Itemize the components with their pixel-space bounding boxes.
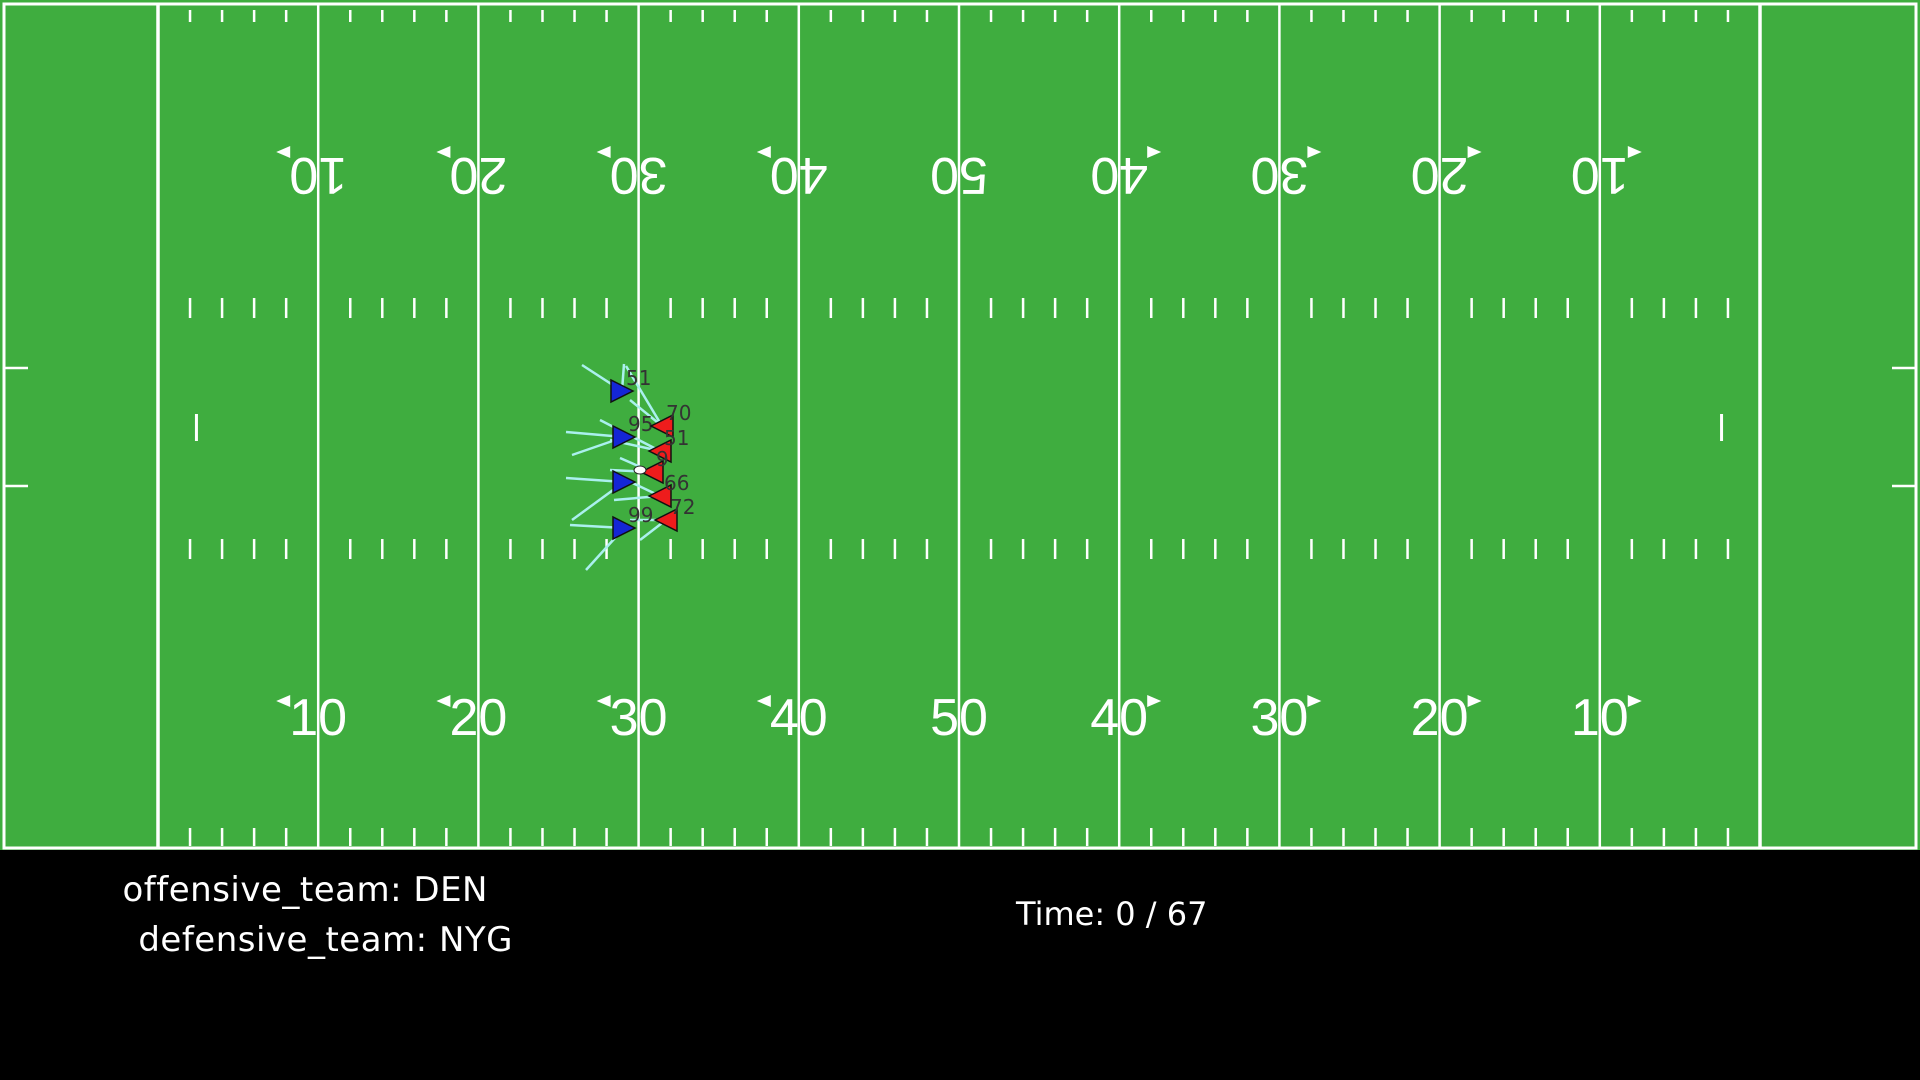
jersey-number: 66 (664, 471, 689, 495)
info-panel: offensive_team: DEN defensive_team: NYG … (0, 850, 1920, 1080)
direction-arrow (756, 146, 771, 158)
offense-player: 70 (649, 401, 691, 439)
direction-arrow (1467, 146, 1482, 158)
defense-player-marker (612, 515, 637, 541)
direction-arrow (1147, 146, 1162, 158)
yard-number-top: 20 (449, 146, 507, 204)
yard-lines (2, 2, 1918, 850)
offense-player: 72 (653, 495, 695, 533)
direction-arrow (1627, 695, 1642, 707)
offense-player-marker (647, 483, 672, 509)
offense-player: 66 (647, 471, 689, 509)
jersey-number: 51 (664, 426, 689, 450)
defensive-team-label: defensive_team: (138, 920, 428, 960)
yard-number-top: 10 (1571, 146, 1629, 204)
direction-arrow (596, 695, 611, 707)
direction-arrow (276, 695, 291, 707)
jersey-number: 99 (628, 503, 653, 527)
defensive-team-line: defensive_team: NYG (138, 920, 513, 960)
time-label: Time: (1016, 895, 1106, 933)
offense-player-marker (653, 507, 678, 533)
player-trail (629, 399, 663, 427)
yard-number-bottom: 20 (449, 689, 507, 747)
offensive-team-value: DEN (413, 870, 488, 910)
direction-arrow (1307, 695, 1322, 707)
yard-number-top: 50 (930, 146, 988, 204)
jersey-number: 70 (666, 401, 691, 425)
defense-player: 99 (612, 503, 653, 541)
yard-number-top: 30 (610, 146, 668, 204)
football-field: 10 20 30 40 50 40 30 20 10 10 20 30 40 50 40 30 20 10 51… (0, 0, 1920, 850)
direction-arrow (276, 146, 291, 158)
yard-number-top: 20 (1411, 146, 1469, 204)
time-display: Time: 0 / 67 (1016, 895, 1207, 933)
yard-number-bottom: 50 (930, 689, 988, 747)
offensive-team-line: offensive_team: DEN (123, 870, 489, 910)
jersey-number: 95 (628, 412, 653, 436)
football-ball (633, 465, 647, 475)
field-canvas: 10 20 30 40 50 40 30 20 10 10 20 30 40 50 40 30 20 10 51… (0, 0, 1920, 850)
offensive-team-label: offensive_team: (122, 870, 403, 910)
offense-player-marker (649, 413, 674, 439)
direction-arrow (1307, 146, 1322, 158)
direction-arrow (1147, 695, 1162, 707)
time-total: 67 (1166, 895, 1208, 933)
defense-player-marker (612, 469, 637, 495)
jersey-number: 51 (626, 366, 651, 390)
yard-number-bottom: 30 (1250, 689, 1308, 747)
player-trail (624, 365, 664, 427)
time-current: 0 (1115, 895, 1136, 933)
yard-number-bottom: 30 (610, 689, 668, 747)
defense-player (612, 469, 637, 495)
yard-numbers-top: 10 20 30 40 50 40 30 20 10 (276, 146, 1642, 204)
direction-arrow (436, 146, 451, 158)
yard-number-top: 40 (770, 146, 828, 204)
yard-numbers-bottom: 10 20 30 40 50 40 30 20 10 (276, 689, 1642, 747)
defense-player-marker (610, 378, 635, 404)
yard-number-bottom: 10 (289, 689, 347, 747)
jersey-number: 72 (670, 495, 695, 519)
defense-player: 51 (610, 366, 651, 404)
offense-player: 9 (639, 447, 669, 485)
direction-arrow (756, 695, 771, 707)
yard-number-bottom: 10 (1571, 689, 1629, 747)
yard-number-top: 40 (1090, 146, 1148, 204)
direction-arrow (596, 146, 611, 158)
yard-number-bottom: 40 (770, 689, 828, 747)
defense-player-marker (612, 424, 637, 450)
offense-player-marker (647, 438, 672, 464)
offense-player: 51 (647, 426, 689, 464)
offense-player-marker (639, 459, 664, 485)
defensive-team-value: NYG (438, 920, 513, 960)
direction-arrow (1627, 146, 1642, 158)
yard-number-top: 30 (1250, 146, 1308, 204)
yard-number-top: 10 (289, 146, 347, 204)
jersey-number: 9 (656, 447, 669, 471)
time-separator: / (1145, 895, 1157, 933)
defense-player: 95 (612, 412, 653, 450)
yard-number-bottom: 40 (1090, 689, 1148, 747)
yard-number-bottom: 20 (1411, 689, 1469, 747)
direction-arrow (436, 695, 451, 707)
direction-arrow (1467, 695, 1482, 707)
